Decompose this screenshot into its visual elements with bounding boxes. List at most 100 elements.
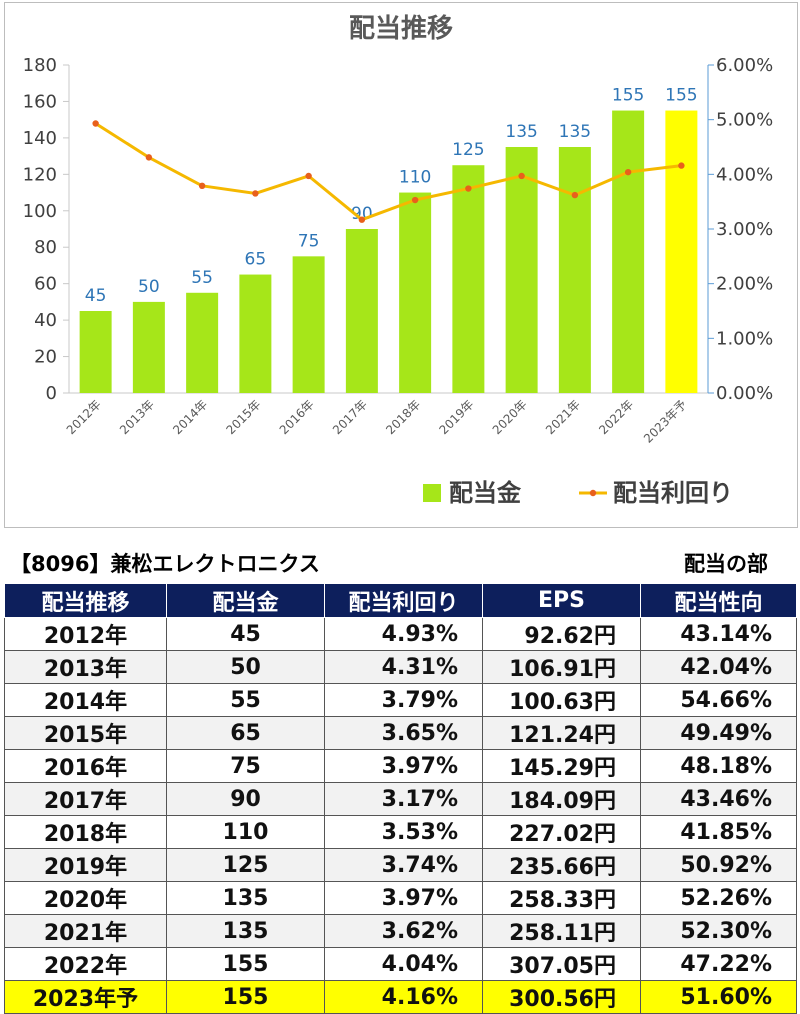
bar (239, 274, 272, 393)
bar-data-label: 155 (612, 86, 644, 106)
table-cell: 50 (166, 650, 325, 684)
x-tick-label: 2021年 (543, 397, 583, 437)
table-row: 2013年 50 4.31% 106.91円 42.04% (4, 650, 797, 684)
table-cell: 2020年 (4, 881, 167, 915)
table-cell: 2023年予 (4, 980, 167, 1014)
table-cell: 3.97% (324, 749, 483, 783)
right-tick-label: 2.00% (716, 274, 773, 295)
right-tick-label: 1.00% (716, 328, 773, 349)
bar-data-label: 45 (85, 286, 107, 306)
table-cell: 258.11円 (482, 914, 641, 948)
left-tick-label: 100 (23, 201, 57, 222)
table-row: 2016年 75 3.97% 145.29円 48.18% (4, 749, 797, 783)
left-tick-label: 180 (23, 55, 57, 76)
left-tick-label: 140 (23, 128, 57, 149)
table-cell: 90 (166, 782, 325, 816)
table-cell: 2017年 (4, 782, 167, 816)
bar (345, 229, 378, 393)
table-cell: 49.49% (640, 716, 797, 750)
bar (79, 311, 112, 393)
chart-canvas: 配当推移 0 20 40 60 80 100 120 140 160 180 0.00% 1.00% 2.… (23, 14, 774, 507)
legend-line-label: 配当利回り (613, 479, 733, 507)
table-cell: 2019年 (4, 848, 167, 882)
x-tick-label: 2018年 (383, 397, 423, 437)
bar (292, 256, 325, 393)
bar-data-label: 155 (665, 86, 697, 106)
table-cell: 4.93% (324, 617, 483, 651)
x-tick-label: 2017年 (330, 397, 370, 437)
table-cell: 65 (166, 716, 325, 750)
column-header: 配当推移 (4, 583, 167, 618)
yield-point (518, 172, 525, 180)
table-cell: 3.53% (324, 815, 483, 849)
legend-line-marker (589, 489, 597, 497)
table-cell: 258.33円 (482, 881, 641, 915)
bar-data-label: 75 (298, 231, 320, 251)
table-row: 2017年 90 3.17% 184.09円 43.46% (4, 782, 797, 816)
table-cell: 307.05円 (482, 947, 641, 981)
left-tick-label: 60 (34, 274, 57, 295)
yield-point (678, 162, 685, 169)
column-header: 配当利回り (324, 583, 483, 618)
table-cell: 2018年 (4, 815, 167, 849)
table-cell: 155 (166, 980, 325, 1014)
table-cell: 45 (166, 617, 325, 651)
bar-data-label: 135 (559, 122, 591, 142)
table-cell: 100.63円 (482, 683, 641, 717)
table-cell: 47.22% (640, 947, 797, 981)
bar (399, 192, 432, 393)
table-cell: 3.74% (324, 848, 483, 882)
left-tick-label: 20 (34, 347, 57, 368)
table-cell: 145.29円 (482, 749, 641, 783)
company-name: 【8096】兼松エレクトロニクス (10, 552, 320, 576)
yield-point (465, 185, 472, 192)
table-cell: 52.26% (640, 881, 797, 915)
table-row: 2015年 65 3.65% 121.24円 49.49% (4, 716, 797, 750)
table-row: 2021年 135 3.62% 258.11円 52.30% (4, 914, 797, 948)
table-header-row: 配当推移 配当金 配当利回り EPS 配当性向 (4, 583, 797, 618)
left-tick-label: 80 (34, 237, 57, 258)
table-cell: 135 (166, 881, 325, 915)
table-cell: 2012年 (4, 617, 167, 651)
legend-bar-label: 配当金 (449, 479, 522, 507)
table-body: 2012年 45 4.93% 92.62円 43.14% 2013年 50 4.31% 106.… (4, 617, 797, 1014)
section-label: 配当の部 (684, 552, 768, 576)
table-cell: 300.56円 (482, 980, 641, 1014)
table-cell: 3.97% (324, 881, 483, 915)
bar-data-label: 125 (452, 140, 484, 160)
x-tick-label: 2014年 (170, 397, 210, 437)
right-tick-label: 4.00% (716, 164, 773, 185)
yield-point (198, 182, 206, 190)
table-cell: 125 (166, 848, 325, 882)
left-tick-label: 40 (34, 310, 57, 331)
x-tick-label: 2020年 (490, 397, 530, 437)
table-row: 2020年 135 3.97% 258.33円 52.26% (4, 881, 797, 915)
x-tick-label: 2016年 (277, 397, 317, 437)
yield-point (571, 191, 579, 199)
yield-point (358, 216, 366, 223)
table-cell: 52.30% (640, 914, 797, 948)
bar (665, 110, 698, 394)
table-cell: 2016年 (4, 749, 167, 783)
table-cell: 43.14% (640, 617, 797, 651)
dividend-chart: 配当推移 0 20 40 60 80 100 120 140 160 180 0.00% 1.00% 2.… (4, 2, 798, 528)
table-cell: 54.66% (640, 683, 797, 717)
table-cell: 43.46% (640, 782, 797, 816)
table-row: 2018年 110 3.53% 227.02円 41.85% (4, 815, 797, 849)
table-row: 2019年 125 3.74% 235.66円 50.92% (4, 848, 797, 882)
right-tick-label: 0.00% (716, 383, 773, 404)
table-cell: 4.16% (324, 980, 483, 1014)
table-cell: 42.04% (640, 650, 797, 684)
table-cell: 106.91円 (482, 650, 641, 684)
table-cell: 2022年 (4, 947, 167, 981)
table-cell: 92.62円 (482, 617, 641, 651)
column-header: EPS (482, 583, 641, 618)
bar-data-label: 50 (138, 277, 160, 297)
yield-line (94, 122, 682, 222)
right-tick-label: 6.00% (716, 55, 773, 76)
table-cell: 110 (166, 815, 325, 849)
bar (452, 165, 485, 393)
table-cell: 121.24円 (482, 716, 641, 750)
x-tick-label: 2013年 (117, 397, 157, 437)
table-cell: 227.02円 (482, 815, 641, 849)
